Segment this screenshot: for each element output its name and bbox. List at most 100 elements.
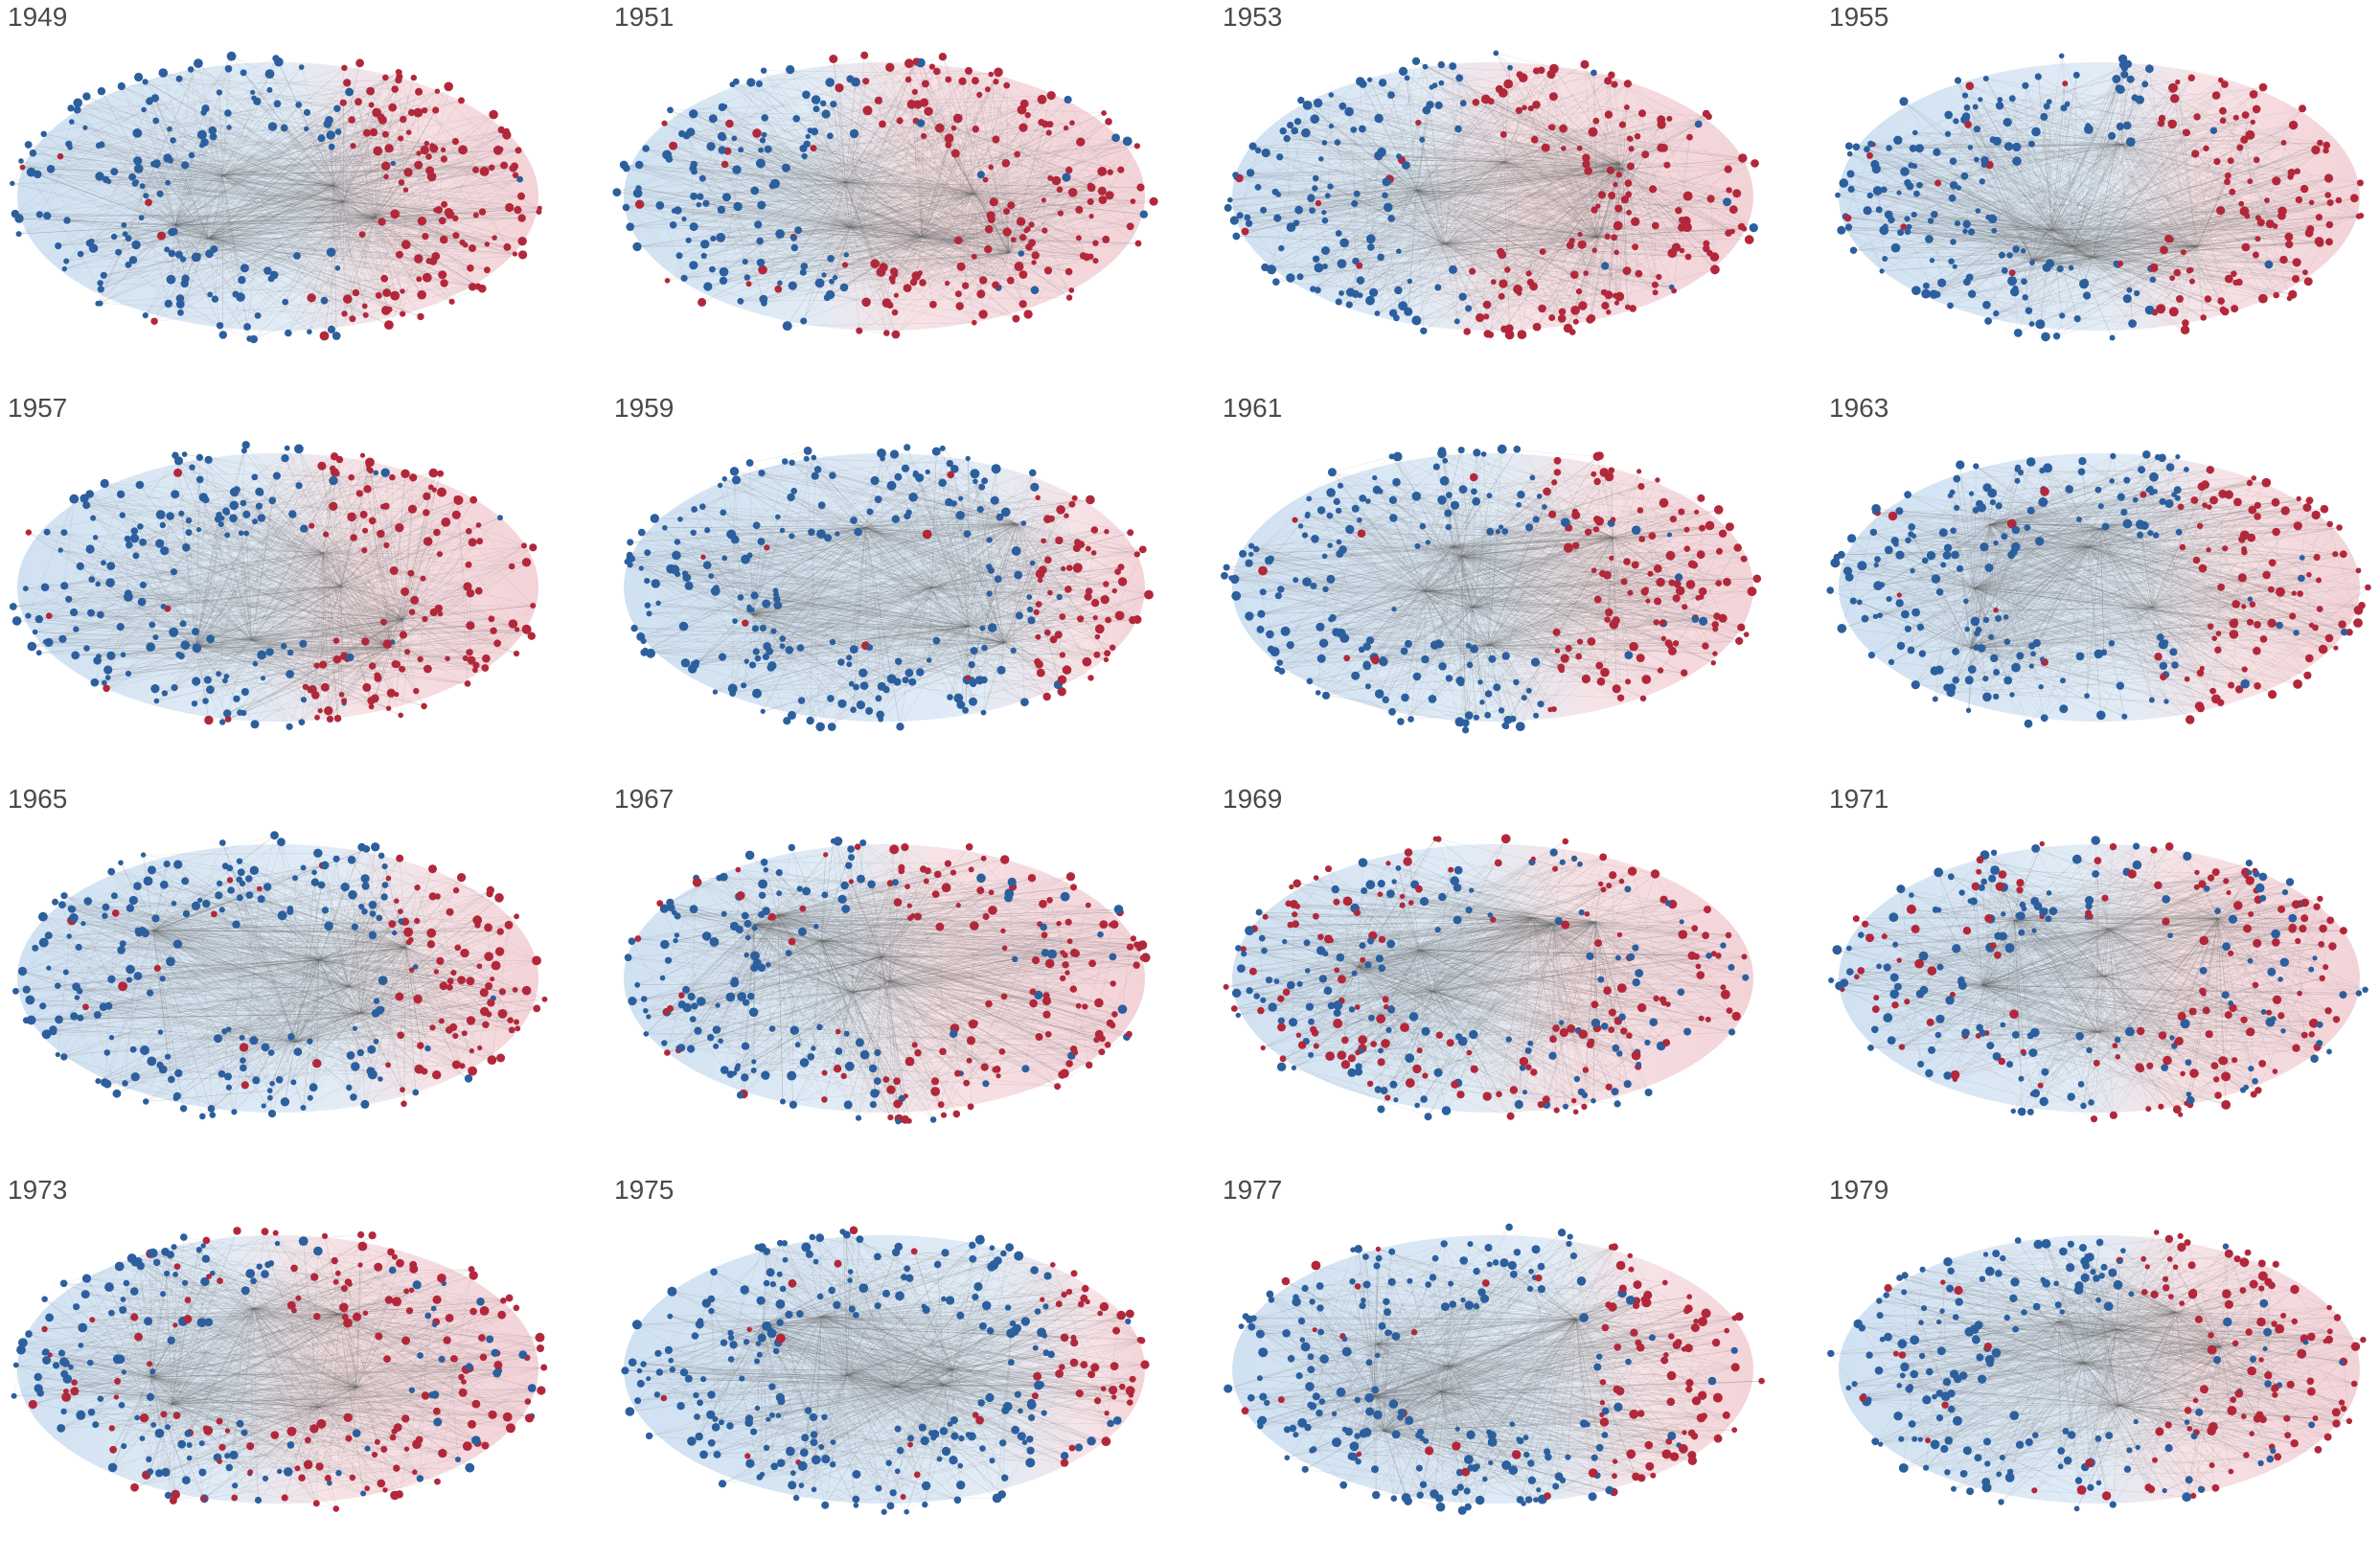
blue-node bbox=[130, 1072, 140, 1082]
blue-node bbox=[866, 508, 874, 516]
red-node bbox=[331, 1256, 338, 1265]
blue-node bbox=[2221, 991, 2230, 999]
red-node bbox=[2253, 938, 2262, 948]
blue-node bbox=[821, 1501, 830, 1509]
red-node bbox=[854, 843, 861, 850]
red-node bbox=[1603, 570, 1612, 580]
blue-node bbox=[122, 231, 128, 238]
blue-node bbox=[803, 140, 811, 148]
blue-node bbox=[904, 1508, 909, 1515]
blue-node bbox=[1973, 126, 1981, 133]
blue-node bbox=[2003, 142, 2014, 151]
red-node bbox=[1685, 580, 1696, 589]
blue-node bbox=[76, 1410, 86, 1420]
blue-node bbox=[925, 469, 930, 475]
blue-node bbox=[12, 987, 19, 995]
blue-node bbox=[2355, 990, 2363, 997]
blue-node bbox=[236, 894, 243, 902]
blue-node bbox=[93, 1011, 102, 1020]
blue-node bbox=[1911, 533, 1917, 539]
blue-node bbox=[775, 229, 785, 240]
blue-node bbox=[2277, 976, 2283, 982]
red-node bbox=[485, 982, 493, 990]
blue-node bbox=[2164, 499, 2174, 509]
red-node bbox=[1682, 191, 1693, 201]
blue-node bbox=[1904, 216, 1911, 222]
blue-node bbox=[686, 127, 696, 137]
blue-node bbox=[908, 678, 917, 686]
blue-node bbox=[1309, 1447, 1316, 1454]
red-node bbox=[2252, 981, 2259, 989]
red-node bbox=[316, 1418, 327, 1429]
blue-node bbox=[729, 467, 740, 476]
blue-node bbox=[811, 471, 819, 480]
blue-node bbox=[1289, 1424, 1297, 1433]
blue-node bbox=[758, 910, 766, 919]
blue-node bbox=[1963, 278, 1971, 287]
blue-node bbox=[2059, 1247, 2068, 1256]
red-node bbox=[384, 1296, 394, 1304]
red-node bbox=[1549, 1035, 1557, 1044]
blue-node bbox=[1339, 1481, 1348, 1489]
blue-node bbox=[188, 151, 195, 159]
red-node bbox=[432, 1070, 442, 1080]
red-node bbox=[1333, 898, 1340, 906]
red-node bbox=[423, 492, 431, 501]
blue-node bbox=[970, 469, 980, 479]
red-node bbox=[1683, 545, 1691, 552]
red-node bbox=[410, 595, 420, 605]
blue-node bbox=[1462, 726, 1470, 734]
blue-node bbox=[986, 1327, 995, 1335]
blue-node bbox=[2075, 1032, 2084, 1041]
red-node bbox=[938, 53, 948, 61]
red-node bbox=[465, 561, 472, 568]
red-node bbox=[2277, 206, 2287, 216]
red-node bbox=[477, 1045, 483, 1051]
red-node bbox=[2187, 74, 2195, 81]
red-node bbox=[1065, 872, 1076, 882]
blue-node bbox=[369, 910, 377, 917]
red-node bbox=[1631, 1050, 1641, 1061]
red-node bbox=[355, 58, 364, 68]
blue-node bbox=[198, 493, 208, 502]
blue-node bbox=[852, 1470, 861, 1479]
red-node bbox=[445, 1314, 454, 1322]
red-node bbox=[1582, 153, 1590, 162]
red-node bbox=[1530, 135, 1539, 144]
red-node bbox=[1570, 270, 1579, 280]
red-node bbox=[967, 1103, 974, 1111]
blue-node bbox=[788, 281, 797, 290]
blue-node bbox=[1988, 633, 1995, 640]
network-graph bbox=[1221, 444, 1762, 734]
red-node bbox=[634, 935, 642, 942]
blue-node bbox=[1951, 1485, 1957, 1492]
blue-node bbox=[275, 1076, 284, 1084]
blue-node bbox=[293, 252, 301, 260]
blue-node bbox=[1437, 60, 1445, 69]
blue-node bbox=[2012, 142, 2022, 152]
red-node bbox=[2302, 269, 2308, 276]
node-layer bbox=[1827, 1229, 2367, 1512]
blue-node bbox=[378, 1076, 383, 1082]
blue-node bbox=[1566, 1240, 1572, 1248]
blue-node bbox=[25, 995, 35, 1005]
red-node bbox=[2109, 842, 2117, 851]
blue-node bbox=[1525, 687, 1532, 694]
blue-node bbox=[813, 924, 819, 930]
red-node bbox=[1716, 547, 1723, 555]
red-node bbox=[466, 621, 475, 631]
red-node bbox=[1642, 586, 1649, 593]
blue-node bbox=[1125, 1318, 1132, 1325]
red-node bbox=[1069, 1045, 1078, 1053]
blue-node bbox=[980, 709, 987, 716]
red-node bbox=[910, 1248, 918, 1255]
red-node bbox=[752, 128, 762, 138]
blue-node bbox=[876, 710, 884, 720]
red-node bbox=[1541, 143, 1550, 152]
blue-node bbox=[159, 880, 169, 889]
blue-node bbox=[1954, 220, 1961, 227]
red-node bbox=[1613, 1344, 1621, 1351]
cluster-halo bbox=[1839, 453, 2360, 722]
blue-node bbox=[378, 852, 385, 860]
blue-node bbox=[225, 1084, 232, 1091]
